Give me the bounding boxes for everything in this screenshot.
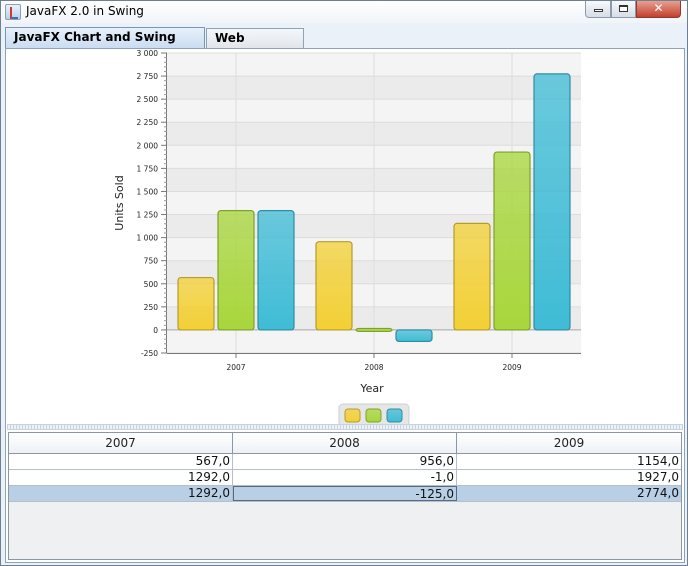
y-axis-title: Units Sold bbox=[113, 175, 126, 230]
tab-web-browser[interactable]: Web Browser bbox=[206, 28, 304, 63]
y-tick-label: 2 250 bbox=[137, 118, 159, 127]
bar-chart: -250 0 250 500 750 1 000 1 250 1 500 1 750 2 000 2… bbox=[113, 50, 581, 424]
tab-chart-and-table[interactable]: JavaFX Chart and Swing JTable bbox=[5, 27, 205, 62]
y-tick-label: 1 250 bbox=[137, 211, 159, 220]
title-bar[interactable]: JavaFX 2.0 in Swing ✕ bbox=[1, 1, 687, 23]
table-cell[interactable]: 2774,0 bbox=[637, 486, 679, 500]
table-cell-focused[interactable]: -125,0 bbox=[233, 486, 457, 501]
table-row-selected[interactable]: 1292,0 -125,0 2774,0 bbox=[9, 486, 681, 502]
bar bbox=[493, 151, 531, 331]
bar bbox=[453, 222, 491, 331]
minimize-icon bbox=[593, 9, 603, 12]
split-pane-divider[interactable] bbox=[7, 424, 683, 430]
table-cell[interactable]: 1292,0 bbox=[9, 486, 233, 501]
y-tick-label: 3 000 bbox=[137, 50, 159, 58]
y-tick-label: 1 750 bbox=[137, 164, 159, 173]
data-table[interactable]: 2007 2008 2009 567,0 956,0 1154,0 1292,0… bbox=[8, 432, 682, 560]
bar bbox=[315, 241, 353, 331]
table-row[interactable]: 567,0 956,0 1154,0 bbox=[9, 454, 681, 470]
table-cell[interactable]: 1292,0 bbox=[9, 470, 233, 485]
column-header-2008[interactable]: 2008 bbox=[233, 433, 457, 453]
bar bbox=[533, 73, 571, 331]
maximize-icon bbox=[619, 5, 628, 12]
table-body: 567,0 956,0 1154,0 1292,0 -1,0 1927,0 12… bbox=[9, 454, 681, 502]
legend-swatch bbox=[365, 408, 382, 423]
x-tick-label: 2007 bbox=[226, 363, 245, 372]
y-tick-label: 250 bbox=[144, 303, 159, 312]
x-tick-label: 2008 bbox=[364, 363, 383, 372]
close-icon: ✕ bbox=[653, 1, 664, 15]
table-cell[interactable]: 1927,0 bbox=[637, 470, 679, 484]
tab-content: -250 0 250 500 750 1 000 1 250 1 500 1 750 2 000 2… bbox=[5, 48, 685, 563]
y-tick-label: 2 000 bbox=[137, 141, 159, 150]
table-cell[interactable]: 1154,0 bbox=[637, 454, 679, 468]
minimize-button[interactable] bbox=[585, 1, 611, 18]
bar bbox=[217, 210, 255, 331]
bar bbox=[257, 210, 295, 331]
table-header: 2007 2008 2009 bbox=[9, 433, 681, 454]
bar bbox=[355, 327, 393, 333]
table-cell[interactable]: -1,0 bbox=[233, 470, 457, 485]
x-tick-label: 2009 bbox=[502, 363, 521, 372]
tab-bar: JavaFX Chart and Swing JTable Web Browse… bbox=[5, 27, 685, 63]
table-row[interactable]: 1292,0 -1,0 1927,0 bbox=[9, 470, 681, 486]
x-axis-title: Year bbox=[359, 382, 384, 395]
y-tick-label: 500 bbox=[144, 280, 159, 289]
column-header-2007[interactable]: 2007 bbox=[9, 433, 233, 453]
java-app-icon bbox=[5, 4, 21, 20]
close-button[interactable]: ✕ bbox=[636, 1, 681, 18]
y-tick-label: -250 bbox=[141, 349, 158, 358]
chart-panel: -250 0 250 500 750 1 000 1 250 1 500 1 750 2 000 2… bbox=[7, 50, 683, 424]
y-tick-label: 750 bbox=[144, 257, 159, 266]
y-tick-label: 2 750 bbox=[137, 72, 159, 81]
bar bbox=[395, 329, 433, 343]
y-tick-label: 2 500 bbox=[137, 95, 159, 104]
column-header-2009[interactable]: 2009 bbox=[457, 433, 681, 453]
bar bbox=[177, 276, 215, 331]
maximize-button[interactable] bbox=[611, 1, 636, 18]
table-cell[interactable]: 567,0 bbox=[9, 454, 233, 469]
legend-swatch bbox=[386, 408, 403, 423]
y-tick-label: 0 bbox=[153, 326, 158, 335]
y-tick-label: 1 500 bbox=[137, 187, 159, 196]
table-cell[interactable]: 956,0 bbox=[233, 454, 457, 469]
legend-swatch bbox=[344, 408, 361, 423]
window-title: JavaFX 2.0 in Swing bbox=[26, 4, 144, 18]
y-tick-label: 1 000 bbox=[137, 234, 159, 243]
